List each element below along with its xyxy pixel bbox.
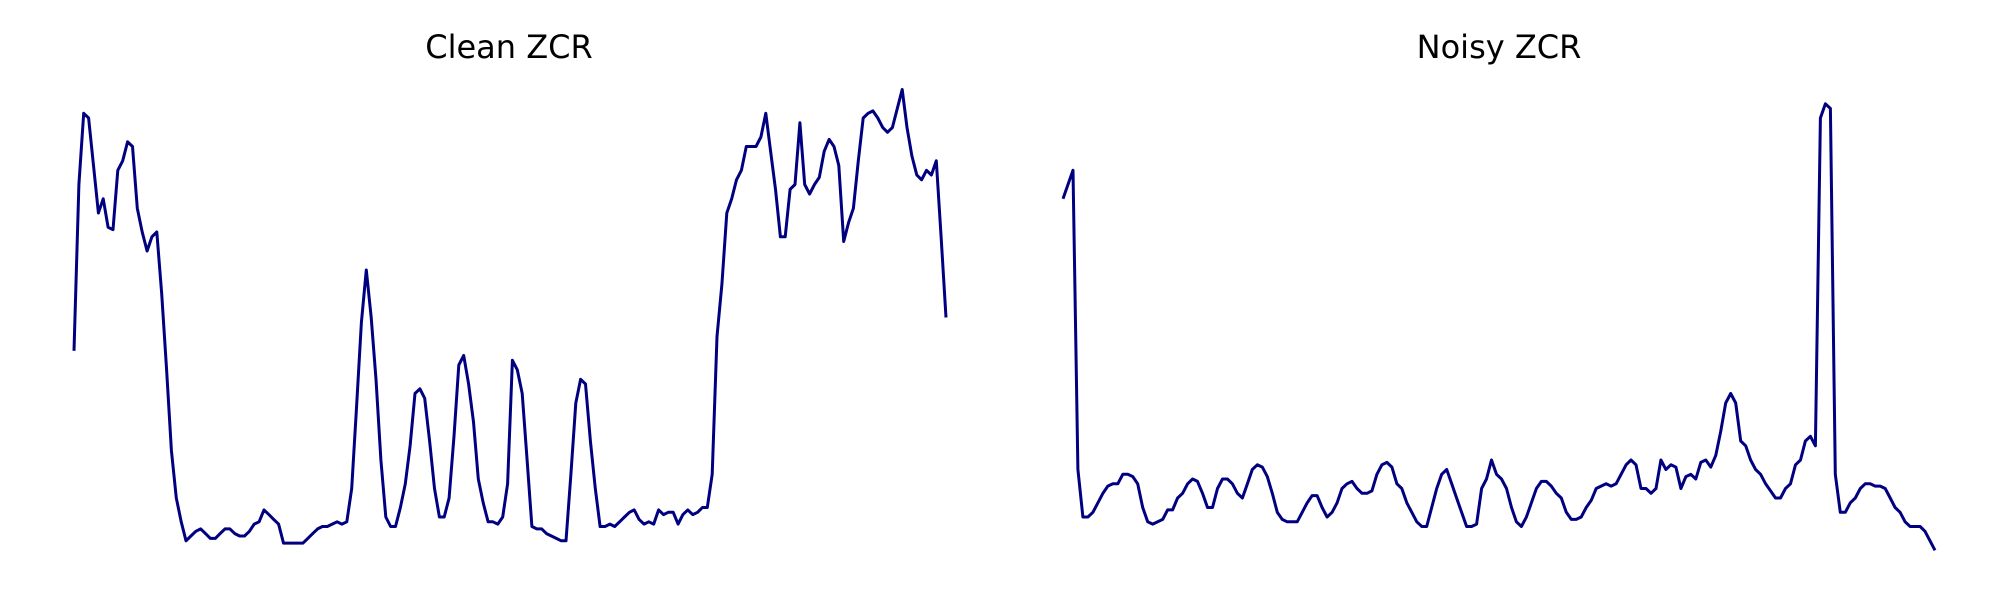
- noisy-zcr-title: Noisy ZCR: [1417, 28, 1582, 66]
- clean-zcr-line: [72, 88, 948, 545]
- clean-zcr-title: Clean ZCR: [425, 28, 592, 66]
- clean-zcr-panel: Clean ZCR: [72, 28, 948, 545]
- noisy-zcr-panel: Noisy ZCR: [1061, 28, 1937, 551]
- noisy-zcr-line: [1061, 102, 1937, 551]
